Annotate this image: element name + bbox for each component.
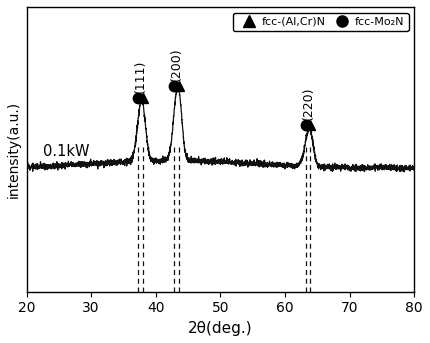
Text: (220): (220) (301, 87, 314, 120)
Text: (200): (200) (170, 47, 183, 81)
Text: 0.1kW: 0.1kW (43, 144, 89, 159)
Y-axis label: intensity(a.u.): intensity(a.u.) (7, 101, 21, 198)
Legend: fcc-(Al,Cr)N, fcc-Mo₂N: fcc-(Al,Cr)N, fcc-Mo₂N (233, 12, 408, 32)
Text: (111): (111) (134, 60, 147, 93)
X-axis label: 2θ(deg.): 2θ(deg.) (188, 321, 253, 336)
